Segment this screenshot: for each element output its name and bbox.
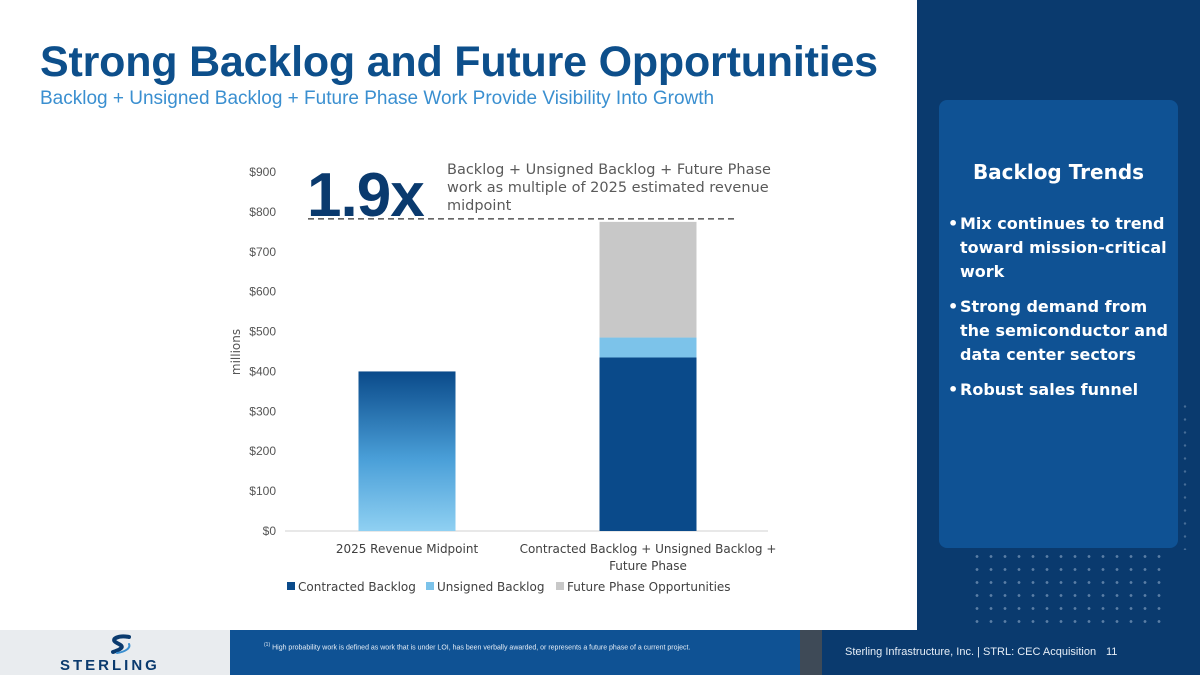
y-tick-label: $800 bbox=[249, 205, 276, 219]
y-tick-label: $700 bbox=[249, 245, 276, 259]
y-tick-label: $500 bbox=[249, 325, 276, 339]
backlog-trends-list: Mix continues to trend toward mission-cr… bbox=[948, 212, 1173, 413]
y-tick-label: $300 bbox=[249, 404, 276, 418]
dot-pattern bbox=[970, 550, 1170, 625]
slide-subtitle: Backlog + Unsigned Backlog + Future Phas… bbox=[40, 88, 715, 109]
dot-pattern-side bbox=[1178, 400, 1196, 550]
y-axis-title: millions bbox=[229, 329, 243, 375]
legend-swatch bbox=[287, 582, 295, 590]
y-tick-label: $200 bbox=[249, 444, 276, 458]
sterling-logo-text: STERLING bbox=[60, 657, 160, 674]
y-tick-label: $600 bbox=[249, 285, 276, 299]
y-tick-label: $0 bbox=[263, 524, 277, 538]
y-tick-label: $400 bbox=[249, 364, 276, 378]
sterling-logo-icon bbox=[111, 634, 131, 654]
x-category-label: Future Phase bbox=[609, 559, 687, 573]
slide-title: Strong Backlog and Future Opportunities bbox=[40, 38, 878, 86]
x-category-label: 2025 Revenue Midpoint bbox=[336, 542, 479, 556]
backlog-chart: $0 $100 $200 $300 $400 $500 $600 $700 $800 $900 mi… bbox=[229, 165, 777, 594]
y-tick-label: $100 bbox=[249, 484, 276, 498]
legend-label: Unsigned Backlog bbox=[437, 580, 544, 594]
backlog-trends-title: Backlog Trends bbox=[972, 160, 1145, 184]
legend-label: Future Phase Opportunities bbox=[567, 580, 731, 594]
x-category-label: Contracted Backlog + Unsigned Backlog + bbox=[520, 542, 777, 556]
bar-revenue-midpoint bbox=[358, 371, 456, 531]
footer-company: Sterling Infrastructure, Inc. | STRL: CE… bbox=[845, 646, 1097, 658]
footer-right-area bbox=[800, 630, 1200, 675]
footnote: (1) High probability work is defined as … bbox=[264, 642, 784, 651]
footnote-marker: (1) bbox=[264, 642, 271, 648]
footer-footnote-area bbox=[230, 630, 800, 675]
legend-swatch bbox=[426, 582, 434, 590]
legend-label: Contracted Backlog bbox=[298, 580, 416, 594]
page-number: 11 bbox=[1106, 646, 1118, 658]
footnote-text: High probability work is defined as work… bbox=[272, 644, 691, 652]
footer-divider bbox=[800, 630, 822, 675]
multiple-note: Backlog + Unsigned Backlog + Future Phas… bbox=[447, 162, 771, 214]
y-tick-label: $900 bbox=[249, 165, 276, 179]
legend-swatch bbox=[556, 582, 564, 590]
trend-bullet: Mix continues to trend toward mission-cr… bbox=[948, 212, 1173, 284]
multiple-callout: 1.9x bbox=[307, 161, 425, 230]
footer-logo-area: STERLING bbox=[0, 630, 230, 675]
bar-contracted-backlog bbox=[599, 357, 697, 531]
trend-bullet: Robust sales funnel bbox=[948, 378, 1173, 402]
bar-unsigned-backlog bbox=[599, 337, 697, 358]
backlog-trends-card: Backlog Trends Mix continues to trend to… bbox=[939, 100, 1178, 548]
bar-future-phase bbox=[599, 221, 697, 338]
trend-bullet: Strong demand from the semiconductor and… bbox=[948, 295, 1173, 367]
